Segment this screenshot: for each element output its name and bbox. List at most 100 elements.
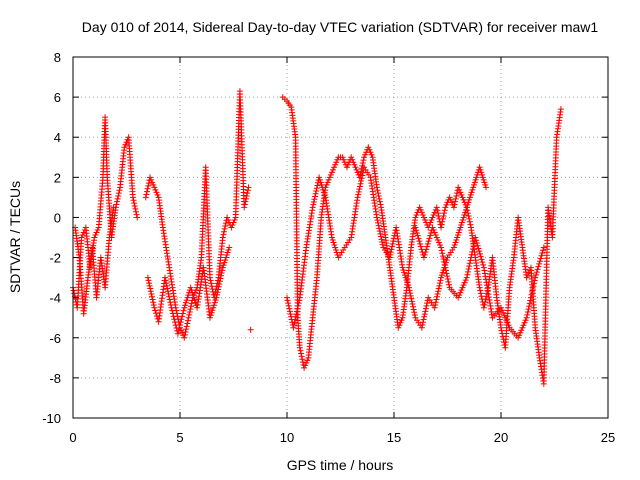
- data-point: [181, 331, 188, 338]
- data-point: [162, 277, 169, 284]
- data-point: [427, 219, 434, 226]
- data-point: [540, 247, 547, 254]
- data-point: [411, 309, 418, 316]
- data-point: [483, 184, 490, 191]
- data-point: [467, 257, 474, 264]
- data-point: [532, 274, 539, 281]
- data-point: [526, 300, 533, 307]
- data-point: [416, 204, 423, 211]
- data-point: [181, 304, 188, 311]
- data-point: [150, 181, 157, 188]
- data-point: [79, 231, 86, 238]
- data-point: [329, 237, 336, 244]
- data-point: [453, 192, 460, 199]
- data-point: [452, 195, 459, 202]
- data-point: [185, 314, 192, 321]
- data-point: [476, 284, 483, 291]
- data-point: [190, 292, 197, 299]
- data-point: [428, 216, 435, 223]
- data-point: [536, 260, 543, 267]
- data-point: [389, 243, 396, 250]
- data-point: [291, 319, 298, 326]
- data-point: [115, 192, 122, 199]
- data-point: [167, 301, 174, 308]
- data-point: [113, 201, 120, 208]
- x-tick-label: 15: [387, 430, 401, 445]
- data-point: [477, 253, 484, 260]
- data-point: [358, 175, 365, 182]
- data-point: [243, 192, 250, 199]
- data-point: [292, 316, 299, 323]
- data-point: [359, 160, 366, 167]
- data-point: [476, 164, 483, 171]
- data-point: [453, 190, 460, 197]
- data-point: [418, 324, 425, 331]
- data-point: [302, 362, 309, 369]
- data-point: [438, 274, 445, 281]
- data-point: [459, 216, 466, 223]
- data-point: [422, 249, 429, 256]
- data-point: [332, 161, 339, 168]
- data-point: [478, 256, 485, 263]
- data-point: [487, 302, 494, 309]
- data-point: [482, 298, 489, 305]
- data-point: [484, 285, 491, 292]
- data-point: [409, 301, 416, 308]
- data-point: [379, 239, 386, 246]
- data-point: [163, 280, 170, 287]
- data-point: [286, 308, 293, 315]
- data-point: [421, 311, 428, 318]
- data-point: [375, 190, 382, 197]
- data-point: [517, 329, 524, 336]
- data-point: [284, 294, 290, 301]
- data-point: [396, 322, 403, 329]
- data-point: [422, 305, 429, 312]
- data-point: [557, 106, 564, 113]
- data-point: [184, 317, 191, 324]
- data-point: [316, 174, 323, 181]
- data-point: [353, 166, 360, 173]
- data-point: [377, 201, 384, 208]
- data-point: [110, 204, 117, 211]
- data-point: [390, 235, 397, 242]
- data-point: [404, 279, 411, 286]
- data-point: [524, 272, 531, 279]
- data-point: [316, 176, 323, 183]
- data-point: [244, 187, 251, 194]
- data-point: [452, 239, 459, 246]
- data-point: [435, 288, 442, 295]
- data-point: [423, 302, 430, 309]
- data-point: [224, 214, 231, 221]
- data-point: [295, 302, 302, 309]
- data-point: [472, 234, 479, 241]
- data-point: [247, 326, 254, 333]
- data-point: [431, 229, 438, 236]
- data-point: [243, 195, 250, 202]
- data-point: [440, 255, 447, 262]
- data-point: [152, 186, 159, 193]
- y-tick-label: 0: [54, 210, 61, 225]
- data-point: [482, 181, 489, 188]
- data-point: [498, 304, 504, 311]
- data-point: [419, 322, 426, 329]
- data-point: [422, 308, 429, 315]
- data-point: [379, 241, 386, 248]
- data-point: [480, 264, 487, 271]
- data-point: [460, 196, 467, 203]
- data-point: [295, 300, 302, 307]
- data-point: [500, 309, 507, 316]
- data-point: [501, 312, 508, 319]
- data-point: [304, 357, 311, 364]
- data-point: [527, 294, 534, 301]
- data-point: [418, 209, 425, 216]
- data-point: [413, 227, 420, 234]
- data-point: [331, 164, 338, 171]
- data-point: [439, 218, 446, 225]
- data-point: [352, 164, 359, 171]
- data-point: [130, 197, 137, 204]
- data-point: [469, 186, 476, 193]
- data-point: [450, 204, 457, 211]
- data-point: [427, 232, 434, 239]
- data-point: [479, 259, 486, 266]
- data-point: [332, 244, 339, 251]
